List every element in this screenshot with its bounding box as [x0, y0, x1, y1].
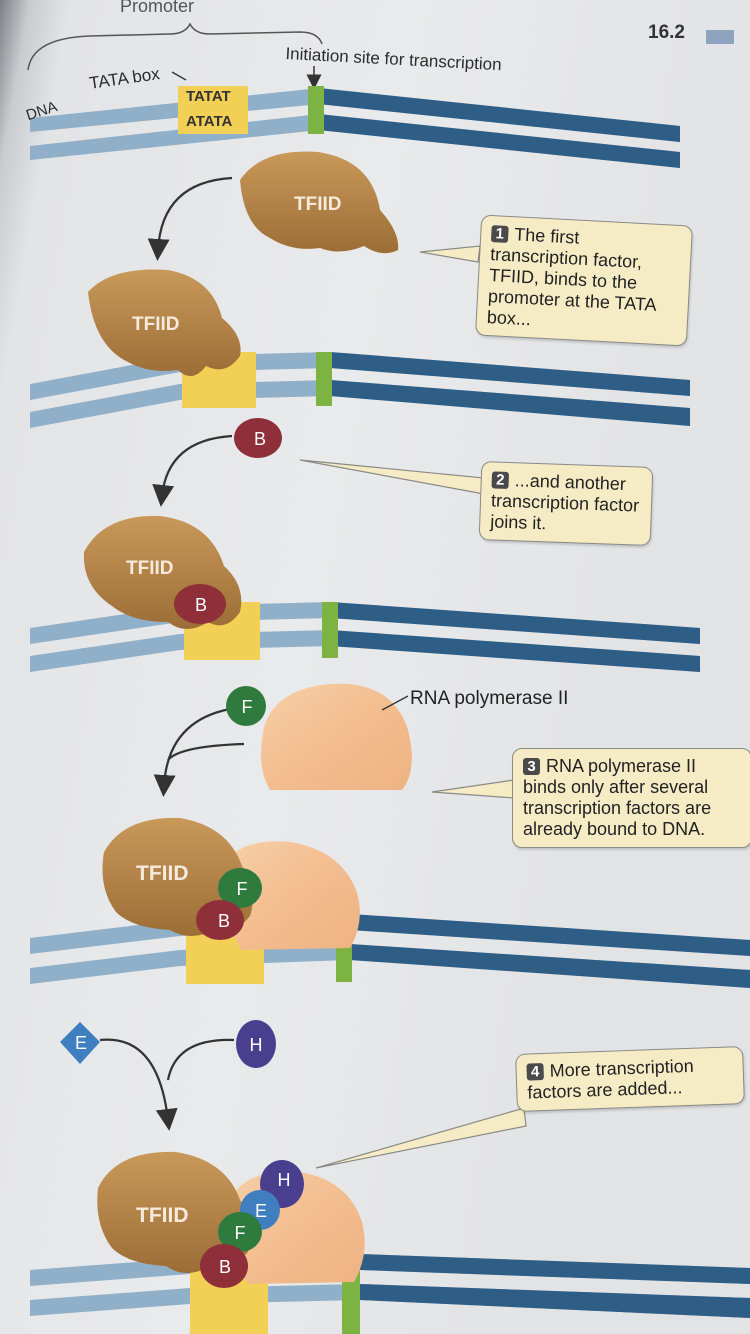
step-4-callout: 4 More transcription factors are added...	[515, 1046, 745, 1112]
step-1-number: 1	[490, 225, 509, 243]
tfiid-label-5: TFIID	[136, 1204, 189, 1227]
factor-h-free	[236, 1020, 276, 1068]
step-3-callout: 3 RNA polymerase II binds only after seve…	[512, 748, 750, 848]
factor-f-free	[226, 686, 266, 726]
rna-polymerase-free	[261, 683, 412, 790]
dna-strand-2	[30, 352, 690, 428]
step-1-callout: 1 The first transcription factor, TFIID, …	[474, 214, 694, 347]
rna-polymerase-label: RNA polymerase II	[410, 688, 569, 709]
step-2-text: ...and another transcription factor join…	[489, 470, 640, 534]
factor-e-label-2: E	[255, 1201, 267, 1221]
section-marker	[706, 30, 734, 44]
dna-strand-4	[30, 914, 750, 988]
dna-strand-1	[30, 86, 680, 168]
seq-top: TATAT	[186, 88, 231, 105]
tfiid-bound-1	[88, 269, 241, 377]
step-4-text: More transcription factors are added...	[527, 1055, 694, 1103]
rna-polymerase-bound-1	[224, 841, 360, 950]
promoter-label: Promoter	[120, 0, 195, 16]
tfiid-bound-4	[97, 1151, 252, 1273]
factor-b-free	[234, 418, 282, 458]
step-1-text: The first transcription factor, TFIID, b…	[486, 224, 657, 330]
step3-arrow	[153, 706, 237, 797]
step-3-number: 3	[523, 758, 540, 775]
dna-strand-5	[30, 1254, 750, 1334]
factor-f-label-3: F	[235, 1223, 246, 1243]
tata-box-region	[178, 86, 248, 134]
initiation-site-region	[308, 86, 324, 134]
factor-b-bound-3	[200, 1244, 248, 1288]
factor-f-label-2: F	[237, 879, 248, 899]
factor-b-label-1: B	[254, 429, 266, 449]
seq-bottom: ATATA	[186, 113, 233, 130]
factor-h-label-2: H	[278, 1170, 291, 1190]
factor-b-label-3: B	[218, 911, 230, 931]
step-2-callout: 2 ...and another transcription factor joi…	[478, 461, 654, 546]
tfiid-label-2: TFIID	[132, 314, 180, 335]
step2-arrow	[152, 434, 233, 507]
step-4-number: 4	[526, 1063, 544, 1081]
factor-b-bound-2	[196, 900, 244, 940]
tfiid-label-3: TFIID	[126, 558, 174, 579]
factor-b-label-2: B	[195, 595, 207, 615]
tfiid-label-1: TFIID	[294, 194, 342, 215]
factor-e-label-1: E	[75, 1033, 87, 1053]
factor-f-label-1: F	[242, 697, 253, 717]
tfiid-free	[240, 151, 399, 254]
step1-arrow	[147, 176, 233, 261]
factor-b-label-4: B	[219, 1257, 231, 1277]
tfiid-label-4: TFIID	[136, 862, 189, 885]
section-number: 16.2	[648, 22, 685, 43]
step-2-number: 2	[491, 471, 510, 489]
factor-f-bound-2	[218, 1212, 262, 1252]
tata-pointer	[171, 71, 187, 81]
step-3-text: RNA polymerase II binds only after sever…	[523, 756, 712, 839]
factor-h-label-1: H	[250, 1035, 263, 1055]
promoter-brace	[27, 22, 323, 71]
factor-e-free	[60, 1022, 100, 1064]
step4-arrow	[99, 1038, 178, 1131]
factor-b-bound-1	[174, 584, 226, 624]
factor-f-bound-1	[218, 868, 262, 908]
